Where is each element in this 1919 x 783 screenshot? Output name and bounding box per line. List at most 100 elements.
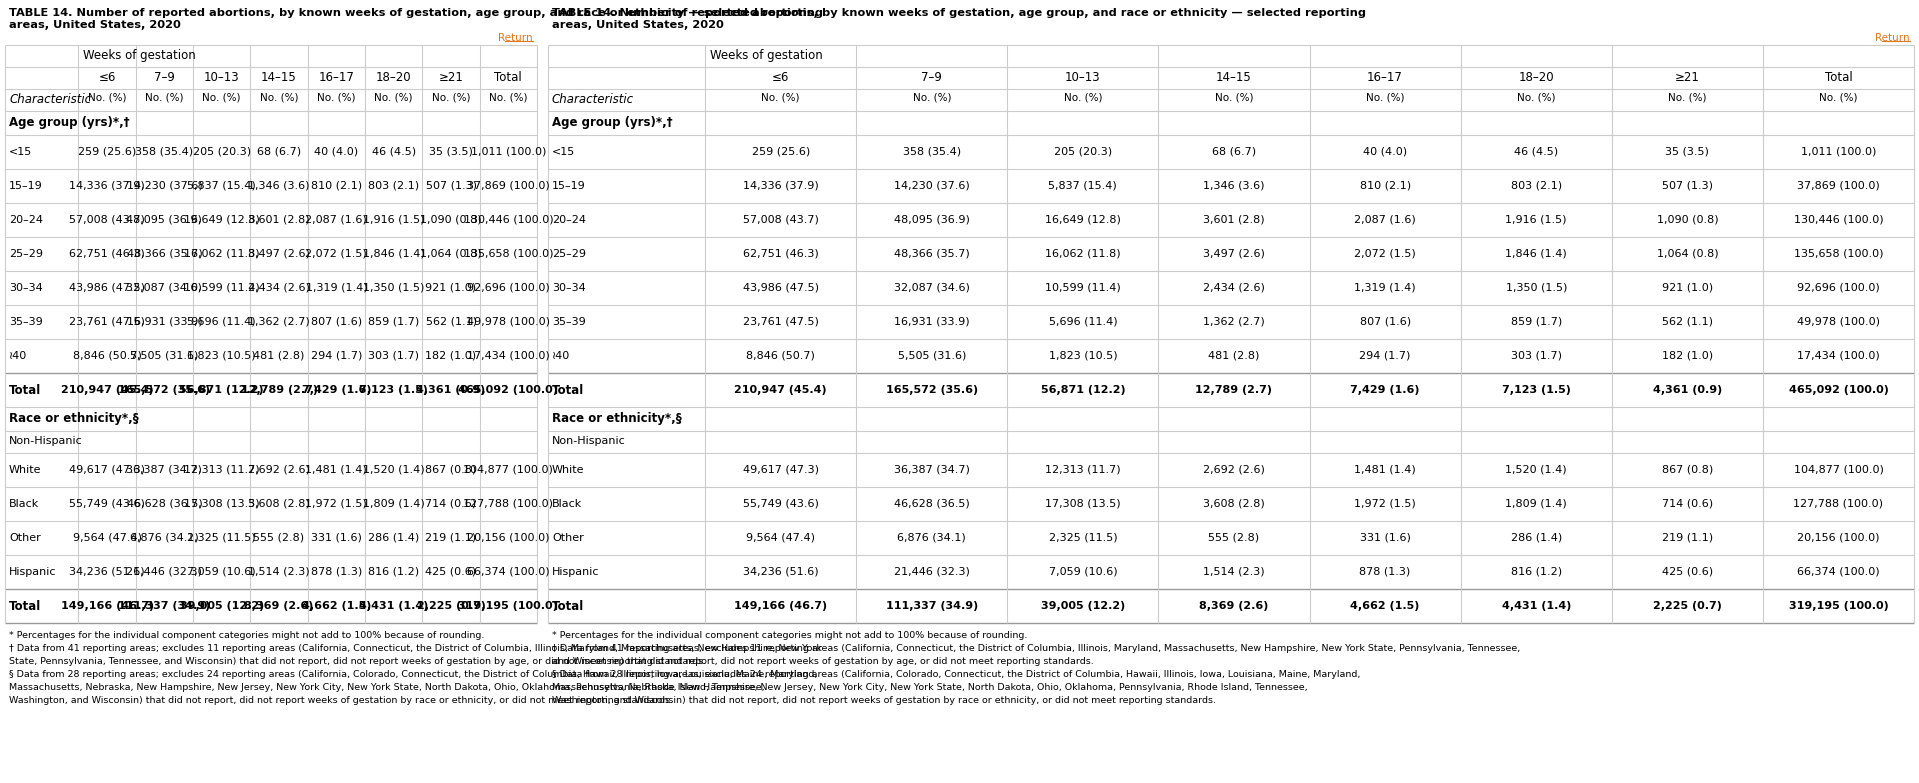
- Text: 149,166 (46.7): 149,166 (46.7): [61, 601, 154, 611]
- Text: 1,514 (2.3): 1,514 (2.3): [1203, 567, 1265, 577]
- Text: 481 (2.8): 481 (2.8): [253, 351, 305, 361]
- Text: No. (%): No. (%): [489, 93, 528, 103]
- Text: 3,608 (2.8): 3,608 (2.8): [1203, 499, 1265, 509]
- Text: Weeks of gestation: Weeks of gestation: [83, 49, 196, 62]
- Text: 10,599 (11.4): 10,599 (11.4): [184, 283, 259, 293]
- Text: Age group (yrs)*,†: Age group (yrs)*,†: [553, 116, 674, 129]
- Text: 5,696 (11.4): 5,696 (11.4): [1048, 317, 1117, 327]
- Text: State, Pennsylvania, Tennessee, and Wisconsin) that did not report, did not repo: State, Pennsylvania, Tennessee, and Wisc…: [10, 657, 706, 666]
- Text: 867 (0.8): 867 (0.8): [426, 465, 476, 475]
- Text: 4,431 (1.4): 4,431 (1.4): [1501, 601, 1572, 611]
- Text: 48,095 (36.9): 48,095 (36.9): [894, 215, 969, 225]
- Text: 5,505 (31.6): 5,505 (31.6): [898, 351, 965, 361]
- Text: 49,617 (47.3): 49,617 (47.3): [743, 465, 819, 475]
- Text: 1,809 (1.4): 1,809 (1.4): [363, 499, 424, 509]
- Text: 165,572 (35.6): 165,572 (35.6): [887, 385, 979, 395]
- Text: 2,434 (2.6): 2,434 (2.6): [248, 283, 311, 293]
- Text: White: White: [10, 465, 42, 475]
- Text: 2,087 (1.6): 2,087 (1.6): [305, 215, 367, 225]
- Text: 36,387 (34.7): 36,387 (34.7): [894, 465, 969, 475]
- Text: 111,337 (34.9): 111,337 (34.9): [887, 601, 979, 611]
- Text: * Percentages for the individual component categories might not add to 100% beca: * Percentages for the individual compone…: [10, 631, 484, 640]
- Text: 816 (1.2): 816 (1.2): [368, 567, 418, 577]
- Text: 16,062 (11.8): 16,062 (11.8): [1046, 249, 1121, 259]
- Text: 49,617 (47.3): 49,617 (47.3): [69, 465, 146, 475]
- Text: 182 (1.0): 182 (1.0): [1662, 351, 1714, 361]
- Text: 1,011 (100.0): 1,011 (100.0): [470, 147, 547, 157]
- Text: 4,361 (0.9): 4,361 (0.9): [1652, 385, 1721, 395]
- Text: 7,429 (1.6): 7,429 (1.6): [1351, 385, 1420, 395]
- Text: 1,823 (10.5): 1,823 (10.5): [188, 351, 255, 361]
- Text: 130,446 (100.0): 130,446 (100.0): [1794, 215, 1883, 225]
- Text: Characteristic: Characteristic: [553, 93, 633, 106]
- Text: † Data from 41 reporting areas; excludes 11 reporting areas (California, Connect: † Data from 41 reporting areas; excludes…: [10, 644, 821, 653]
- Text: 127,788 (100.0): 127,788 (100.0): [1794, 499, 1883, 509]
- Text: 18–20: 18–20: [376, 71, 411, 84]
- Text: 9,564 (47.4): 9,564 (47.4): [73, 533, 142, 543]
- Text: 807 (1.6): 807 (1.6): [311, 317, 363, 327]
- Text: 55,749 (43.6): 55,749 (43.6): [69, 499, 146, 509]
- Text: 16–17: 16–17: [319, 71, 355, 84]
- Text: 57,008 (43.7): 57,008 (43.7): [743, 215, 819, 225]
- Text: No. (%): No. (%): [1516, 93, 1556, 103]
- Text: 205 (20.3): 205 (20.3): [192, 147, 251, 157]
- Text: 1,319 (1.4): 1,319 (1.4): [1355, 283, 1416, 293]
- Text: 481 (2.8): 481 (2.8): [1209, 351, 1259, 361]
- Text: 1,972 (1.5): 1,972 (1.5): [1355, 499, 1416, 509]
- Text: 1,350 (1.5): 1,350 (1.5): [363, 283, 424, 293]
- Text: Hispanic: Hispanic: [553, 567, 599, 577]
- Text: 810 (2.1): 810 (2.1): [311, 181, 363, 191]
- Text: 49,978 (100.0): 49,978 (100.0): [466, 317, 551, 327]
- Text: 507 (1.3): 507 (1.3): [426, 181, 476, 191]
- Text: 16,931 (33.9): 16,931 (33.9): [894, 317, 969, 327]
- Text: 714 (0.6): 714 (0.6): [426, 499, 476, 509]
- Text: 1,846 (1.4): 1,846 (1.4): [1504, 249, 1568, 259]
- Text: 1,520 (1.4): 1,520 (1.4): [1504, 465, 1568, 475]
- Text: 17,308 (13.5): 17,308 (13.5): [184, 499, 259, 509]
- Text: 1,090 (0.8): 1,090 (0.8): [1656, 215, 1718, 225]
- Text: 14–15: 14–15: [1217, 71, 1251, 84]
- Text: 35–39: 35–39: [10, 317, 42, 327]
- Text: 46 (4.5): 46 (4.5): [372, 147, 416, 157]
- Text: 4,662 (1.5): 4,662 (1.5): [301, 601, 370, 611]
- Text: 259 (25.6): 259 (25.6): [79, 147, 136, 157]
- Text: 1,362 (2.7): 1,362 (2.7): [1203, 317, 1265, 327]
- Text: 135,658 (100.0): 135,658 (100.0): [464, 249, 553, 259]
- Text: ≀40: ≀40: [553, 351, 570, 361]
- Text: 40 (4.0): 40 (4.0): [315, 147, 359, 157]
- Text: 803 (2.1): 803 (2.1): [368, 181, 418, 191]
- Text: 286 (1.4): 286 (1.4): [368, 533, 420, 543]
- Text: 331 (1.6): 331 (1.6): [1361, 533, 1410, 543]
- Text: Washington, and Wisconsin) that did not report, did not report weeks of gestatio: Washington, and Wisconsin) that did not …: [553, 696, 1217, 705]
- Text: 2,225 (0.7): 2,225 (0.7): [1652, 601, 1721, 611]
- Text: 62,751 (46.3): 62,751 (46.3): [69, 249, 146, 259]
- Text: 56,871 (12.2): 56,871 (12.2): [178, 385, 265, 395]
- Text: Characteristic: Characteristic: [10, 93, 90, 106]
- Text: 1,520 (1.4): 1,520 (1.4): [363, 465, 424, 475]
- Text: 2,692 (2.6): 2,692 (2.6): [1203, 465, 1265, 475]
- Text: 135,658 (100.0): 135,658 (100.0): [1794, 249, 1883, 259]
- Text: Massachusetts, Nebraska, New Hampshire, New Jersey, New York City, New York Stat: Massachusetts, Nebraska, New Hampshire, …: [553, 683, 1307, 692]
- Text: 921 (1.0): 921 (1.0): [1662, 283, 1714, 293]
- Text: No. (%): No. (%): [913, 93, 952, 103]
- Text: No. (%): No. (%): [432, 93, 470, 103]
- Text: 465,092 (100.0): 465,092 (100.0): [1789, 385, 1888, 395]
- Text: 35 (3.5): 35 (3.5): [1666, 147, 1710, 157]
- Text: 39,005 (12.2): 39,005 (12.2): [180, 601, 263, 611]
- Text: Total: Total: [10, 384, 40, 396]
- Text: 1,350 (1.5): 1,350 (1.5): [1506, 283, 1568, 293]
- Text: 562 (1.1): 562 (1.1): [426, 317, 476, 327]
- Text: 921 (1.0): 921 (1.0): [426, 283, 476, 293]
- Text: 12,789 (2.7): 12,789 (2.7): [1196, 385, 1272, 395]
- Text: 21,446 (32.3): 21,446 (32.3): [127, 567, 201, 577]
- Text: 104,877 (100.0): 104,877 (100.0): [462, 465, 553, 475]
- Text: Race or ethnicity*,§: Race or ethnicity*,§: [10, 412, 138, 425]
- Text: No. (%): No. (%): [762, 93, 800, 103]
- Text: 15–19: 15–19: [553, 181, 585, 191]
- Text: 1,346 (3.6): 1,346 (3.6): [1203, 181, 1265, 191]
- Text: 286 (1.4): 286 (1.4): [1510, 533, 1562, 543]
- Text: 182 (1.0): 182 (1.0): [426, 351, 476, 361]
- Text: 859 (1.7): 859 (1.7): [1510, 317, 1562, 327]
- Text: 14–15: 14–15: [261, 71, 297, 84]
- Text: 10–13: 10–13: [1065, 71, 1102, 84]
